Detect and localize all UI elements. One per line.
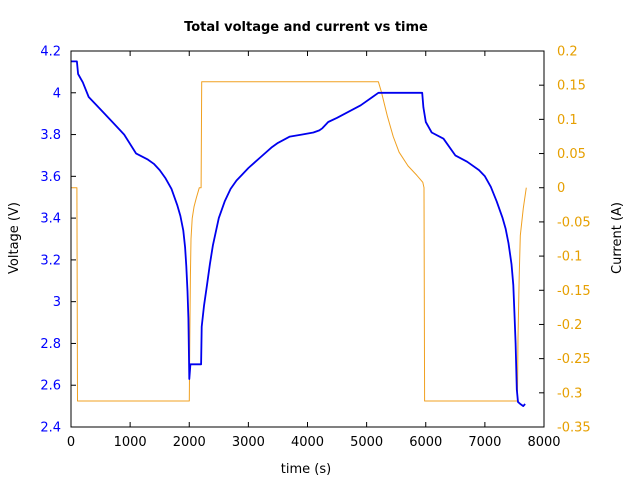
x-tick-label: 0 (67, 435, 75, 450)
x-tick-label: 4000 (291, 435, 324, 450)
left-y-tick-label: 2.8 (40, 337, 61, 352)
x-tick-label: 7000 (468, 435, 501, 450)
left-y-tick-label: 3.6 (40, 170, 61, 185)
right-y-tick-label: 0.2 (557, 45, 578, 60)
left-y-axis-label: Voltage (V) (7, 202, 22, 274)
right-y-tick-label: 0.1 (557, 113, 578, 128)
left-y-tick-label: 4.2 (40, 45, 61, 60)
x-tick-label: 2000 (173, 435, 206, 450)
right-y-tick-label: -0.35 (557, 421, 591, 436)
right-y-tick-label: -0.1 (557, 250, 582, 265)
right-y-tick-label: -0.3 (557, 386, 582, 401)
left-y-tick-label: 3.4 (40, 212, 61, 227)
current-series-line (71, 81, 527, 402)
x-tick-label: 6000 (409, 435, 442, 450)
x-axis-label: time (s) (281, 462, 331, 477)
left-y-tick-label: 4 (53, 86, 61, 101)
left-y-tick-label: 3 (53, 295, 61, 310)
right-y-tick-label: -0.05 (557, 215, 591, 230)
left-y-tick-label: 2.6 (40, 379, 61, 394)
right-y-tick-label: 0 (557, 181, 565, 196)
chart-title: Total voltage and current vs time (184, 20, 428, 35)
x-tick-label: 1000 (114, 435, 147, 450)
right-y-tick-label: -0.25 (557, 352, 591, 367)
right-y-axis-label: Current (A) (610, 202, 625, 274)
x-tick-label: 3000 (232, 435, 265, 450)
right-y-tick-label: 0.15 (557, 79, 586, 94)
left-y-tick-label: 3.2 (40, 253, 61, 268)
left-y-tick-label: 2.4 (40, 421, 61, 436)
right-y-tick-label: -0.2 (557, 318, 582, 333)
x-tick-label: 8000 (527, 435, 560, 450)
plot-area: 0 1000 2000 3000 4000 5000 6000 7000 8000 2.4 2.6 2… (40, 45, 590, 451)
plot-frame (70, 50, 545, 428)
right-y-tick-label: 0.05 (557, 147, 586, 162)
voltage-series-line (71, 60, 526, 408)
x-tick-label: 5000 (350, 435, 383, 450)
left-y-tick-label: 3.8 (40, 128, 61, 143)
right-y-tick-label: -0.15 (557, 284, 591, 299)
